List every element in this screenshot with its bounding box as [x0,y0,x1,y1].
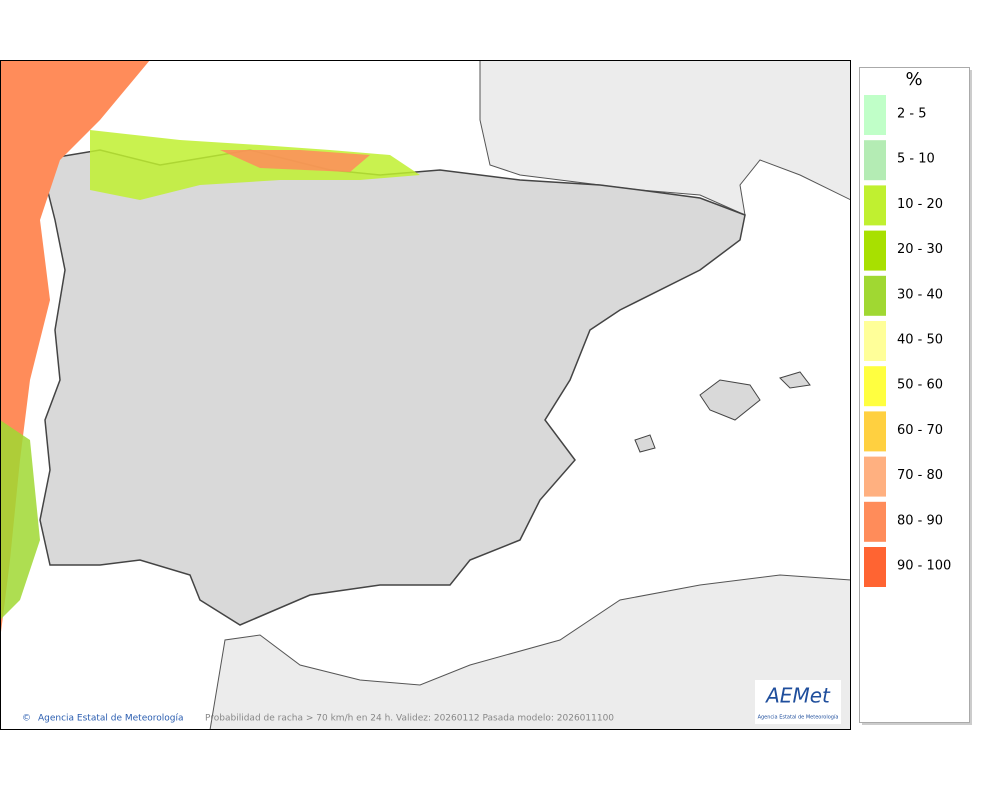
logo-subtitle: Agencia Estatal de Meteorología [758,714,839,721]
legend-label: 90 - 100 [897,559,951,574]
legend-title: % [905,69,922,90]
map-area: © Agencia Estatal de Meteorología Probab… [0,60,851,730]
legend-swatch [864,366,886,407]
legend-label: 80 - 90 [897,513,943,528]
legend-swatch [864,321,886,361]
logo-box [755,680,841,724]
copyright-symbol: © [22,714,31,724]
map-frame [0,60,851,730]
legend-label: 40 - 50 [897,333,943,348]
legend-label: 60 - 70 [897,423,943,438]
south-west-zone [0,420,40,620]
legend-swatch [864,275,886,316]
legend-label: 70 - 80 [897,468,943,483]
legend-swatch [864,230,886,271]
legend-label: 5 - 10 [897,152,935,167]
legend-label: 30 - 40 [897,287,943,302]
iberia [39,149,746,626]
legend-swatch [864,501,886,542]
legend-label: 50 - 60 [897,378,943,393]
mallorca [699,379,761,421]
africa [209,574,851,730]
legend-label: 2 - 5 [897,107,927,122]
high-prob-zone [0,60,150,640]
legend-swatch [864,185,886,226]
ibiza [634,434,656,453]
legend-swatch [864,411,886,452]
legend-swatch [864,95,886,135]
cantabria-zone [220,150,370,172]
logo-text: AEMet [764,684,831,708]
menorca [779,371,811,389]
footer-description: Probabilidad de racha > 70 km/h en 24 h.… [205,714,614,724]
france [479,60,851,216]
legend-swatch [864,456,886,497]
legend-label: 20 - 30 [897,242,943,257]
legend-label: 10 - 20 [897,197,943,212]
footer-agency: Agencia Estatal de Meteorología [38,714,184,724]
legend-swatch [864,547,886,587]
legend-swatch [864,140,886,181]
